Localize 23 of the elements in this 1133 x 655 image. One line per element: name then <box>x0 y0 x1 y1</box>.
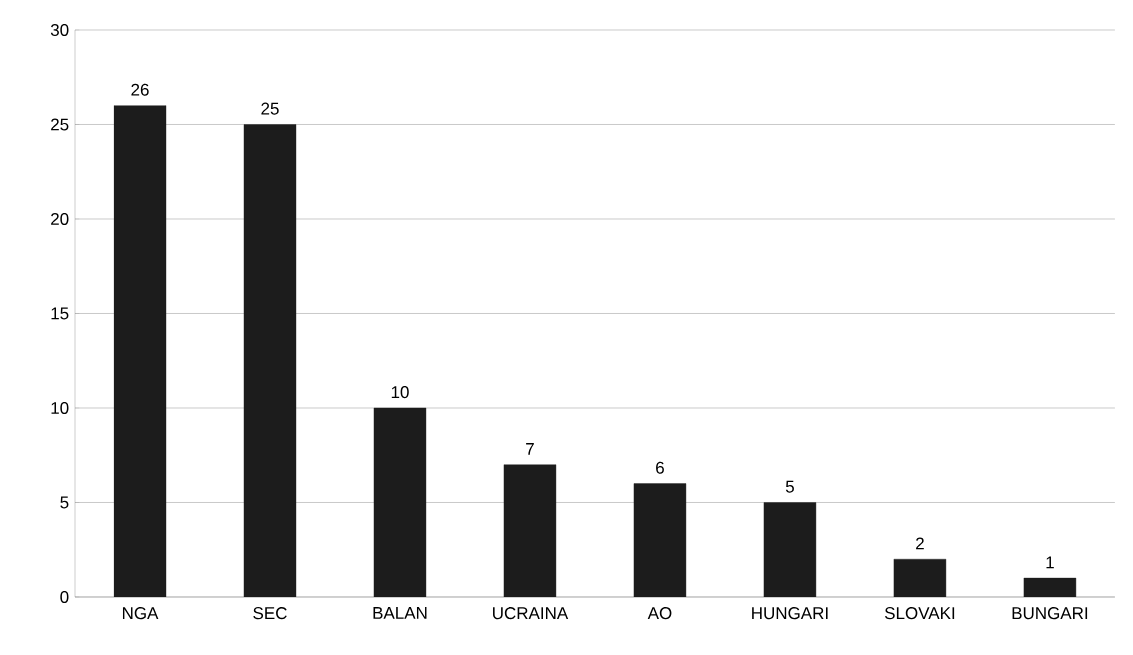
data-label: 6 <box>656 461 664 474</box>
data-label: 1 <box>1046 556 1054 569</box>
y-tick-label: 30 <box>50 23 69 37</box>
x-tick-label: UCRAINA <box>493 607 569 620</box>
x-tick-label: BALAN <box>373 607 427 619</box>
x-tick-label: SLOVAKI <box>884 607 955 620</box>
data-label: 7 <box>526 443 534 455</box>
data-label: 5 <box>785 480 794 493</box>
x-tick-label: NGA <box>122 607 159 620</box>
y-tick-label: 25 <box>51 118 69 131</box>
x-tick-label: AO <box>647 607 672 620</box>
data-label: 2 <box>916 537 924 550</box>
y-tick-label: 10 <box>51 401 69 415</box>
data-label: 26 <box>131 83 149 96</box>
x-tick-label: HUNGARI <box>752 607 828 620</box>
y-tick-label: 20 <box>51 212 69 226</box>
y-tick-label: 15 <box>51 307 69 320</box>
y-tick-label: 5 <box>60 496 69 509</box>
x-tick-label: SEC <box>253 607 287 620</box>
data-label: 10 <box>391 386 409 399</box>
y-tick-label: 0 <box>60 590 69 604</box>
x-tick-label: BUNGARI <box>1012 607 1088 620</box>
data-label: 25 <box>261 102 279 115</box>
